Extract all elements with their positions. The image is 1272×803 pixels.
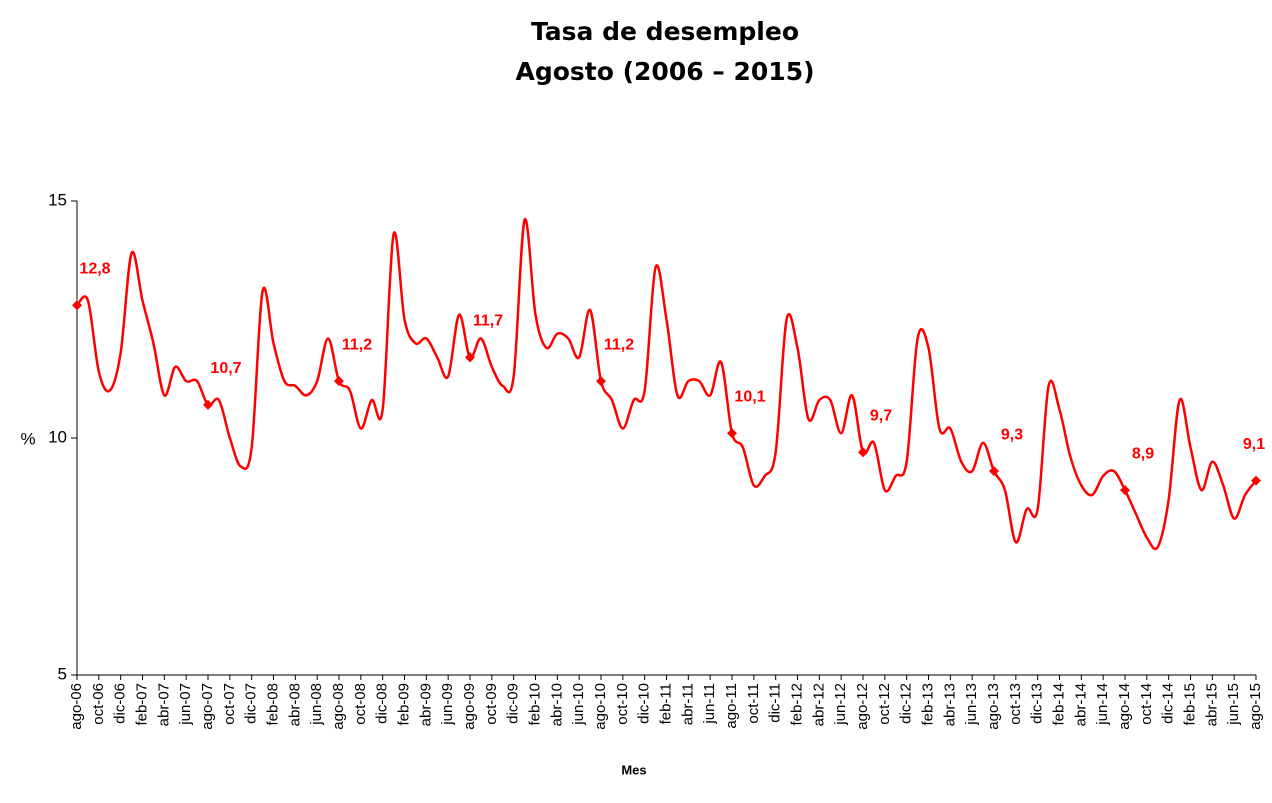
x-tick-label: dic-12 xyxy=(898,683,915,724)
x-tick-label: ago-06 xyxy=(68,683,85,730)
x-tick-label: feb-09 xyxy=(395,683,412,726)
data-label: 11,2 xyxy=(604,336,634,353)
x-tick-label: feb-10 xyxy=(526,683,543,726)
x-tick-label: oct-10 xyxy=(614,683,631,725)
data-label: 10,1 xyxy=(734,388,765,405)
x-tick-label: jun-11 xyxy=(701,683,718,725)
point-marker xyxy=(858,447,868,458)
data-label: 9,1 xyxy=(1243,436,1265,453)
data-label: 9,7 xyxy=(870,407,892,424)
point-marker xyxy=(334,376,344,387)
x-tick-label: ago-14 xyxy=(1116,683,1133,730)
x-tick-label: jun-15 xyxy=(1225,683,1242,726)
x-tick-label: jun-12 xyxy=(832,683,849,726)
x-tick-label: abr-15 xyxy=(1203,683,1220,726)
point-marker xyxy=(465,352,475,363)
x-tick-label: feb-15 xyxy=(1181,683,1198,726)
x-tick-label: dic-13 xyxy=(1029,683,1046,724)
x-tick-label: abr-11 xyxy=(679,683,696,725)
x-axis-label: Mes xyxy=(621,762,646,777)
x-tick-label: abr-10 xyxy=(548,683,565,726)
x-tick-label: oct-12 xyxy=(876,683,893,725)
x-tick-label: abr-08 xyxy=(286,683,303,726)
y-tick-label: 5 xyxy=(58,664,67,683)
y-tick-label: 10 xyxy=(48,427,67,446)
data-label: 9,3 xyxy=(1001,426,1023,443)
x-tick-label: feb-07 xyxy=(133,683,150,726)
x-tick-label: ago-15 xyxy=(1247,683,1264,730)
x-tick-label: feb-14 xyxy=(1050,683,1067,726)
point-marker xyxy=(596,376,606,387)
x-tick-label: jun-14 xyxy=(1094,683,1111,726)
x-tick-label: dic-09 xyxy=(505,683,522,724)
x-tick-label: oct-06 xyxy=(90,683,107,725)
x-tick-label: jun-10 xyxy=(570,683,587,726)
x-tick-label: dic-10 xyxy=(636,683,653,724)
x-tick-label: ago-08 xyxy=(330,683,347,730)
point-marker xyxy=(1120,485,1130,496)
data-label: 11,2 xyxy=(342,336,372,353)
point-marker xyxy=(989,466,999,477)
x-tick-label: ago-07 xyxy=(199,683,216,730)
x-tick-label: jun-09 xyxy=(439,683,456,726)
data-label: 11,7 xyxy=(473,313,503,330)
x-tick-label: ago-11 xyxy=(723,683,740,729)
x-tick-label: oct-13 xyxy=(1007,683,1024,725)
x-tick-label: feb-12 xyxy=(788,683,805,726)
x-tick-label: abr-09 xyxy=(417,683,434,726)
y-axis-label: % xyxy=(20,429,35,448)
x-tick-label: ago-12 xyxy=(854,683,871,730)
x-tick-label: jun-07 xyxy=(177,683,194,726)
series-line xyxy=(76,218,1257,551)
point-marker xyxy=(727,428,737,439)
x-tick-label: ago-10 xyxy=(592,683,609,730)
data-label: 12,8 xyxy=(79,260,110,277)
point-marker xyxy=(1251,475,1261,486)
x-tick-label: ago-13 xyxy=(985,683,1002,730)
data-label: 10,7 xyxy=(210,360,241,377)
x-tick-label: feb-11 xyxy=(657,683,674,724)
x-tick-label: abr-14 xyxy=(1072,683,1089,726)
data-label: 8,9 xyxy=(1132,445,1154,462)
x-tick-label: jun-08 xyxy=(308,683,325,726)
chart-subtitle: Agosto (2006 – 2015) xyxy=(515,57,814,86)
x-tick-label: dic-08 xyxy=(374,683,391,724)
x-tick-label: oct-07 xyxy=(221,683,238,725)
point-marker xyxy=(203,399,213,410)
x-tick-label: abr-12 xyxy=(810,683,827,726)
x-tick-label: dic-14 xyxy=(1160,683,1177,724)
y-tick-label: 15 xyxy=(48,190,67,209)
x-tick-label: jun-13 xyxy=(963,683,980,726)
x-tick-label: abr-13 xyxy=(941,683,958,726)
x-tick-label: dic-11 xyxy=(767,683,784,723)
x-tick-label: dic-06 xyxy=(112,683,129,724)
x-tick-label: abr-07 xyxy=(155,683,172,726)
x-tick-label: dic-07 xyxy=(243,683,260,724)
point-marker xyxy=(72,300,82,311)
x-tick-label: oct-08 xyxy=(352,683,369,725)
x-tick-label: ago-09 xyxy=(461,683,478,730)
x-tick-label: oct-14 xyxy=(1138,683,1155,725)
x-tick-label: feb-13 xyxy=(919,683,936,726)
x-tick-label: oct-09 xyxy=(483,683,500,725)
x-tick-label: feb-08 xyxy=(264,683,281,726)
x-tick-label: oct-11 xyxy=(745,683,762,724)
chart-title: Tasa de desempleo xyxy=(531,17,799,46)
